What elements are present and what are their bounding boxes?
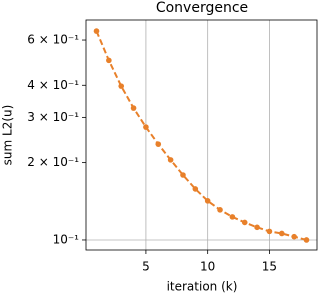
x-axis-label: iteration (k) xyxy=(167,280,238,294)
data-point xyxy=(93,28,100,34)
y-tick-label: 6 × 10⁻¹ xyxy=(27,33,79,47)
data-point xyxy=(204,198,211,204)
y-tick-label: 4 × 10⁻¹ xyxy=(27,78,79,92)
data-point xyxy=(217,207,223,213)
data-point xyxy=(254,224,260,231)
x-tick-label: 10 xyxy=(200,260,215,274)
data-point xyxy=(130,105,137,111)
data-point xyxy=(118,83,125,89)
data-point xyxy=(229,214,236,220)
y-tick-label: 2 × 10⁻¹ xyxy=(27,155,79,169)
data-point xyxy=(106,57,112,64)
data-point xyxy=(180,172,186,178)
data-point xyxy=(266,228,273,235)
data-point xyxy=(167,157,174,163)
y-tick-label: 3 × 10⁻¹ xyxy=(27,110,79,124)
data-point xyxy=(143,124,149,130)
y-tick-label: 10⁻¹ xyxy=(53,232,80,246)
data-point xyxy=(303,237,310,243)
data-point xyxy=(155,141,162,147)
data-point xyxy=(241,219,248,226)
x-tick-label: 5 xyxy=(142,260,150,274)
plot-frame xyxy=(85,19,318,251)
data-point xyxy=(192,186,199,192)
data-line xyxy=(95,30,307,241)
x-tick-label: 15 xyxy=(262,260,277,274)
data-point xyxy=(291,233,297,240)
chart-title: Convergence xyxy=(156,0,248,16)
data-point xyxy=(278,230,285,237)
y-axis-label: sum L2(u) xyxy=(1,105,15,166)
